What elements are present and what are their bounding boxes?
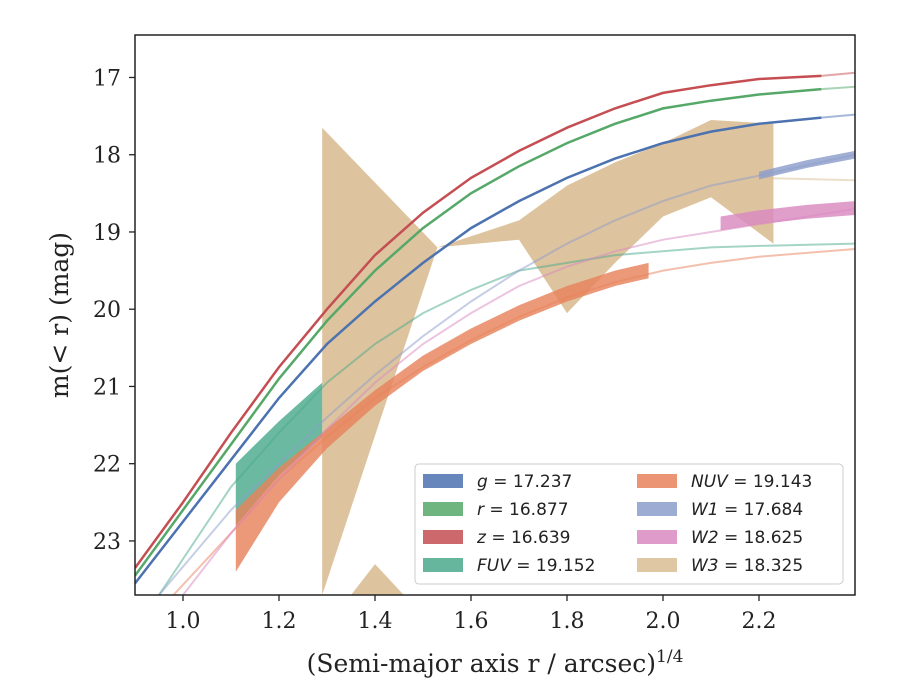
- x-axis-label-exponent: 1/4: [656, 647, 683, 667]
- series-z-extrapolation: [821, 71, 855, 77]
- legend-label: r = 16.877: [477, 500, 569, 520]
- legend: g = 17.237 r = 16.877 z = 16.639 FUV = 19.1…: [414, 463, 844, 585]
- legend-item-r: r = 16.877: [423, 500, 569, 520]
- x-tick-label: 1.2: [262, 609, 297, 634]
- y-tick-label: 23: [93, 530, 121, 555]
- legend-item-z: z = 16.639: [423, 528, 570, 548]
- series-w3-band-tail: [351, 564, 404, 595]
- legend-item-w2: W2 = 18.625: [637, 528, 803, 548]
- x-tick-label: 1.0: [166, 609, 201, 634]
- y-tick-label: 17: [93, 66, 121, 91]
- series-w2-band: [720, 201, 855, 231]
- legend-label: FUV = 19.152: [477, 556, 595, 576]
- plot-area: [135, 71, 855, 595]
- legend-swatch: [637, 502, 677, 516]
- y-axis-label: m(< r) (mag): [45, 232, 74, 398]
- y-tick-label: 18: [93, 144, 121, 169]
- y-tick-label: 19: [93, 221, 121, 246]
- x-tick-label: 1.6: [454, 609, 489, 634]
- axis-ticks: 1.0 1.2 1.4 1.6 1.8 2.0 2.2 17 18 19 20 21 22 23: [93, 66, 777, 634]
- series-w3: [322, 120, 855, 595]
- x-tick-label: 1.8: [550, 609, 585, 634]
- legend-item-fuv: FUV = 19.152: [423, 556, 595, 576]
- legend-item-w3: W3 = 18.325: [637, 556, 803, 576]
- legend-label: W3 = 18.325: [691, 556, 803, 576]
- series-w3-band: [322, 120, 774, 595]
- series-w2: [182, 201, 855, 595]
- series-w3-extrapolation: [758, 176, 855, 182]
- legend-label: W2 = 18.625: [691, 528, 803, 548]
- legend-swatch: [637, 474, 677, 488]
- series-g-line: [135, 116, 822, 585]
- legend-swatch: [637, 558, 677, 572]
- series-w1-extrapolation: [158, 153, 855, 595]
- legend-swatch: [637, 530, 677, 544]
- legend-swatch: [423, 502, 463, 516]
- legend-item-w1: W1 = 17.684: [637, 500, 803, 520]
- series-g-extrapolation: [821, 113, 855, 119]
- series-g: [135, 113, 855, 585]
- series-w2-extrapolation: [182, 207, 855, 595]
- legend-label: g = 17.237: [477, 472, 572, 492]
- series-r-extrapolation: [821, 85, 855, 91]
- x-axis-label: (Semi-major axis r / arcsec)1/4: [307, 647, 684, 678]
- x-tick-label: 2.2: [742, 609, 777, 634]
- legend-swatch: [423, 530, 463, 544]
- series-z: [135, 71, 855, 569]
- plot-frame: [134, 34, 856, 596]
- series-r-line: [135, 87, 822, 577]
- series-r: [135, 85, 855, 577]
- x-tick-label: 1.4: [358, 609, 393, 634]
- legend-label: NUV = 19.143: [691, 472, 812, 492]
- y-tick-label: 20: [93, 298, 121, 323]
- legend-frame: [414, 463, 844, 585]
- legend-label: z = 16.639: [476, 528, 570, 548]
- legend-item-g: g = 17.237: [423, 472, 572, 492]
- series-w1-band: [759, 150, 855, 180]
- series-w1: [158, 150, 855, 595]
- series-z-line: [135, 74, 822, 569]
- x-tick-label: 2.0: [646, 609, 681, 634]
- legend-swatch: [423, 474, 463, 488]
- y-tick-label: 22: [93, 453, 121, 478]
- y-tick-label: 21: [93, 375, 121, 400]
- legend-swatch: [423, 558, 463, 572]
- x-axis-label-main: (Semi-major axis r / arcsec): [307, 649, 656, 678]
- legend-label: W1 = 17.684: [691, 500, 803, 520]
- legend-item-nuv: NUV = 19.143: [637, 472, 812, 492]
